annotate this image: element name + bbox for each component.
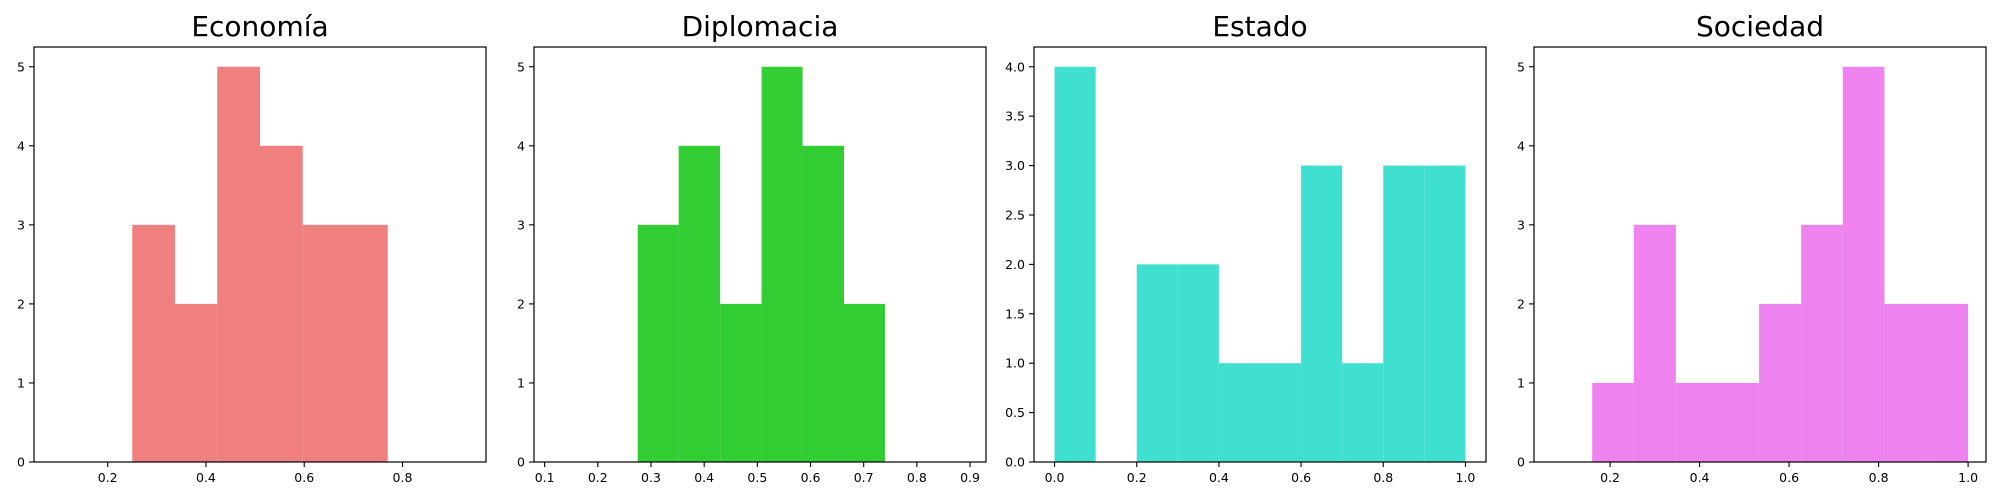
y-tick-label: 0 xyxy=(517,455,525,470)
histogram-bar xyxy=(132,224,176,462)
x-tick-label: 0.6 xyxy=(1291,470,1311,485)
histogram-bar xyxy=(260,145,303,463)
y-tick-label: 4.0 xyxy=(1005,59,1025,74)
axes-frame xyxy=(33,46,487,463)
histogram-bar xyxy=(678,145,721,463)
histogram-bar xyxy=(344,224,388,462)
x-tick-label: 1.0 xyxy=(1958,470,1978,485)
histogram-bar xyxy=(1301,165,1343,463)
axes-frame xyxy=(1033,46,1487,463)
x-tick-label: 0.6 xyxy=(801,470,821,485)
x-tick-label: 0.5 xyxy=(747,470,767,485)
histogram-bar xyxy=(1717,382,1760,462)
x-tick-label: 0.0 xyxy=(1045,470,1065,485)
y-tick-label: 0.5 xyxy=(1005,405,1025,420)
x-tick-label: 1.0 xyxy=(1456,470,1476,485)
histogram-bar xyxy=(217,66,260,462)
y-tick-label: 5 xyxy=(1517,59,1525,74)
histogram-bar xyxy=(1592,382,1634,462)
y-tick-label: 5 xyxy=(517,59,525,74)
histogram-bar xyxy=(1675,382,1718,462)
x-tick-label: 0.1 xyxy=(535,470,555,485)
y-tick-label: 1.0 xyxy=(1005,356,1025,371)
histogram-bar xyxy=(637,224,679,462)
histogram-bar xyxy=(175,303,218,462)
histogram-bar xyxy=(720,303,762,462)
x-tick-label: 0.2 xyxy=(98,470,118,485)
x-tick-label: 0.4 xyxy=(694,470,714,485)
x-tick-label: 0.8 xyxy=(907,470,927,485)
histogram-bar xyxy=(1383,165,1425,463)
y-tick-label: 2 xyxy=(517,296,525,311)
y-tick-label: 3 xyxy=(1517,217,1525,232)
x-tick-label: 0.4 xyxy=(1690,470,1710,485)
histogram-bar xyxy=(302,224,345,462)
histogram-bar xyxy=(1884,303,1927,462)
histogram-bar xyxy=(1926,303,1969,462)
histogram-bar xyxy=(844,303,885,462)
y-tick-label: 0 xyxy=(17,455,25,470)
x-tick-label: 0.8 xyxy=(1373,470,1393,485)
x-tick-label: 0.4 xyxy=(196,470,216,485)
histogram-bar xyxy=(1424,165,1466,463)
x-tick-label: 0.4 xyxy=(1209,470,1229,485)
panel-title-economia: Economía xyxy=(191,10,328,43)
y-tick-label: 0 xyxy=(1517,455,1525,470)
histogram-bar xyxy=(1260,363,1302,462)
x-tick-label: 0.9 xyxy=(960,470,980,485)
y-tick-label: 3 xyxy=(517,217,525,232)
y-tick-label: 4 xyxy=(517,138,525,153)
y-tick-label: 3.0 xyxy=(1005,158,1025,173)
panel-sociedad: Sociedad 0.2 0.4 0.6 0.8 1.0 0 1 2 3 4 5 xyxy=(1517,10,1987,485)
histogram-bar xyxy=(1759,303,1802,462)
y-tick-label: 4 xyxy=(1517,138,1525,153)
x-tick-label: 0.3 xyxy=(641,470,661,485)
x-tick-label: 0.8 xyxy=(393,470,413,485)
y-tick-label: 1 xyxy=(17,375,25,390)
y-tick-label: 0.0 xyxy=(1005,455,1025,470)
x-tick-label: 0.2 xyxy=(1127,470,1147,485)
x-tick-label: 0.2 xyxy=(588,470,608,485)
x-tick-label: 0.6 xyxy=(294,470,314,485)
y-tick-label: 5 xyxy=(17,59,25,74)
y-tick-label: 2.5 xyxy=(1005,207,1025,222)
x-tick-label: 0.6 xyxy=(1779,470,1799,485)
panel-diplomacia: Diplomacia 0.1 0.2 0.3 0.4 0.5 0.6 0.7 0.8 0.9 0 1 2… xyxy=(517,10,987,485)
y-tick-label: 3.5 xyxy=(1005,109,1025,124)
histogram-bar xyxy=(1842,66,1885,462)
y-tick-label: 1.5 xyxy=(1005,306,1025,321)
histogram-bar xyxy=(1177,264,1219,462)
y-tick-label: 4 xyxy=(17,138,25,153)
panel-title-sociedad: Sociedad xyxy=(1696,10,1824,43)
panel-economia: Economía 0.2 0.4 0.6 0.8 0 1 2 3 4 5 xyxy=(17,10,487,485)
axes-frame xyxy=(533,46,987,463)
histogram-bar xyxy=(1342,363,1384,462)
y-tick-label: 2.0 xyxy=(1005,257,1025,272)
histogram-bar xyxy=(761,66,803,462)
panel-title-diplomacia: Diplomacia xyxy=(682,10,839,43)
x-tick-label: 0.2 xyxy=(1600,470,1620,485)
x-tick-label: 0.7 xyxy=(854,470,874,485)
panel-title-estado: Estado xyxy=(1212,10,1307,43)
y-tick-label: 3 xyxy=(17,217,25,232)
y-tick-label: 2 xyxy=(1517,296,1525,311)
x-tick-label: 0.8 xyxy=(1869,470,1889,485)
histogram-bar xyxy=(1218,363,1260,462)
axes-frame xyxy=(1533,46,1987,463)
histogram-bar xyxy=(1136,264,1178,462)
y-tick-label: 1 xyxy=(1517,375,1525,390)
histogram-bar xyxy=(1801,224,1843,462)
y-tick-label: 2 xyxy=(17,296,25,311)
histogram-bar xyxy=(1633,224,1676,462)
y-tick-label: 1 xyxy=(517,375,525,390)
panel-estado: Estado 0.0 0.2 0.4 0.6 0.8 1.0 0.0 0.5 1.0 1.5 2.0 2… xyxy=(1005,10,1487,485)
histogram-bar xyxy=(802,145,845,463)
histogram-bar xyxy=(1054,66,1096,462)
